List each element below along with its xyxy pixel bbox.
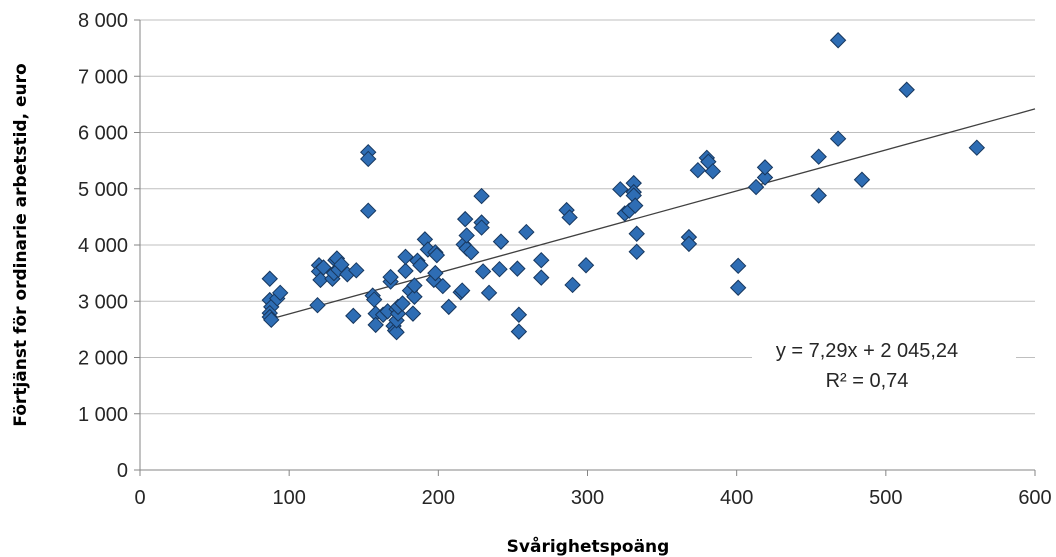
x-tick-label: 300 [571,487,604,509]
data-point [704,163,722,180]
data-point [564,276,581,294]
data-point [473,187,490,205]
data-point [309,296,326,314]
data-point [510,323,528,340]
data-point [412,257,429,274]
y-tick-label: 7 000 [78,66,128,88]
data-point [533,251,550,269]
data-point [853,171,871,188]
data-point [898,81,915,98]
data-point [456,210,474,228]
data-point [360,150,377,168]
y-tick-label: 2 000 [78,348,128,370]
data-point [473,219,490,236]
data-point [810,187,827,204]
trendline [269,108,1036,320]
x-tick-label: 100 [272,487,305,509]
data-point [388,323,405,341]
x-axis-title: Svårighetspoäng [507,535,670,557]
data-point [680,235,698,253]
data-point [628,225,645,242]
data-point [577,257,595,274]
y-tick-label: 1 000 [78,404,128,426]
data-point [627,197,644,214]
data-point [756,159,774,176]
data-point [492,233,510,250]
data-point [440,298,457,316]
data-point [612,181,629,198]
axes [134,19,1036,476]
data-point [397,248,414,266]
data-point [510,306,528,323]
x-tick-labels: 0 100 200 300 400 500 600 [134,487,1051,509]
data-point [272,284,289,302]
data-point [628,243,645,260]
data-point [729,257,747,275]
data-point [312,271,329,289]
data-point [474,263,492,280]
data-point [509,260,526,277]
trendline-r-squared: R² = 0,74 [826,370,909,392]
trendline-label-background [752,338,1016,398]
data-point [263,311,280,329]
x-tick-label: 500 [869,487,902,509]
data-point [458,227,475,244]
y-tick-labels: 0 1 000 2 000 3 000 4 000 5 000 6 000 7 000 8 00… [78,10,128,482]
gridlines [140,19,1035,415]
data-point [729,279,747,296]
data-point [404,305,422,322]
y-axis-title: Förtjänst för ordinarie arbetstid, euro [11,63,31,426]
data-point [394,295,411,312]
data-points [261,32,986,341]
data-point [434,277,452,295]
data-point [689,161,707,179]
data-point [382,268,399,286]
y-tick-label: 5 000 [78,179,128,201]
data-point [348,262,365,279]
data-point [406,277,423,294]
y-tick-label: 8 000 [78,10,128,32]
y-tick-label: 4 000 [78,235,128,257]
x-tick-label: 400 [720,487,753,509]
x-tick-label: 200 [422,487,455,509]
data-point [261,270,278,287]
data-point [810,148,827,165]
data-point [397,262,414,280]
data-point [462,244,480,261]
data-point [315,259,332,276]
data-point [360,202,377,219]
data-point [428,246,446,264]
y-tick-label: 6 000 [78,123,128,145]
data-point [345,307,362,325]
data-point [491,260,508,278]
y-tick-label: 3 000 [78,291,128,313]
data-point [829,130,847,147]
data-point [533,269,550,286]
data-point [829,32,847,49]
trendline-equation: y = 7,29x + 2 045,24 [776,340,958,362]
data-point [367,316,384,334]
y-tick-label: 0 [117,460,128,482]
data-point [756,169,774,186]
data-point [406,288,423,305]
data-point [747,178,765,196]
data-point [968,139,986,156]
data-point [561,209,578,226]
x-tick-label: 600 [1018,487,1051,509]
data-point [480,284,498,302]
data-point [518,223,535,241]
x-tick-label: 0 [134,487,145,509]
data-point [427,264,444,282]
data-point [453,282,471,299]
